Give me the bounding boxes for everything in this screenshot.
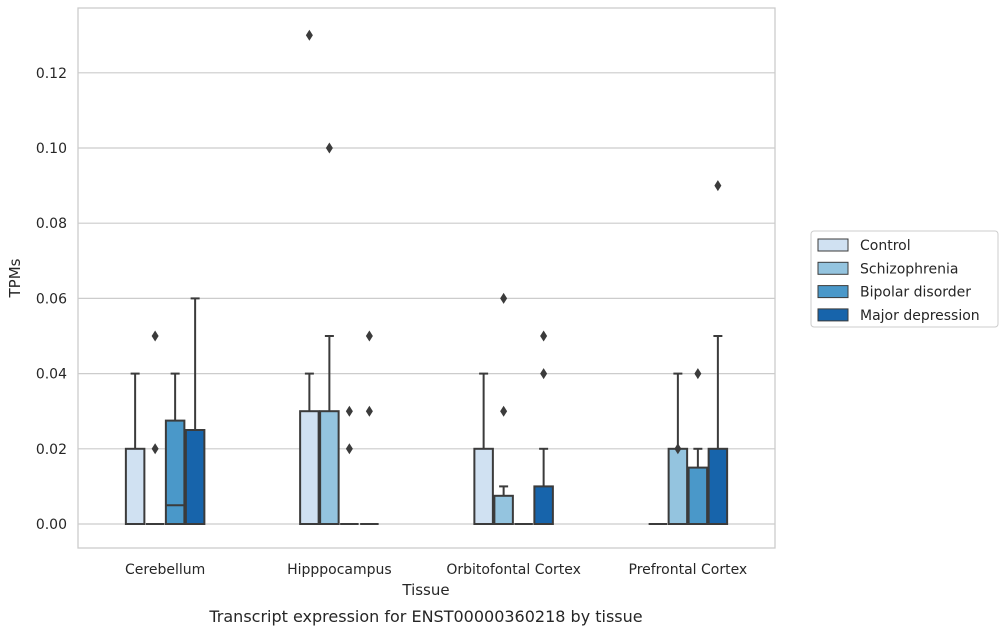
boxes <box>124 29 729 526</box>
plot-frame <box>77 7 776 549</box>
legend-label: Schizophrenia <box>860 261 958 277</box>
figure-caption: Transcript expression for ENST0000036021… <box>208 607 642 626</box>
x-tick-label: Prefrontal Cortex <box>629 562 748 578</box>
y-tick-label: 0.00 <box>36 517 67 533</box>
box-control <box>473 372 494 525</box>
y-tick-label: 0.04 <box>36 367 67 383</box>
legend-label: Bipolar disorder <box>860 285 971 301</box>
box-schizophrenia <box>319 142 340 526</box>
outlier-point <box>674 443 682 455</box>
box-body <box>164 419 186 526</box>
y-axis-title: TPMs <box>6 258 24 298</box>
outlier-point <box>500 405 508 417</box>
x-tick-label: Cerebellum <box>125 562 205 578</box>
box-body <box>667 447 689 525</box>
box-bipolar-disorder <box>164 372 186 526</box>
box-body <box>493 494 514 525</box>
box-body <box>707 447 729 525</box>
box-control <box>299 29 320 526</box>
outlier-point <box>365 330 373 342</box>
y-tick-label: 0.08 <box>36 216 67 232</box>
box-major-depression <box>533 330 554 525</box>
outlier-point <box>345 443 353 455</box>
legend-swatch <box>817 238 849 252</box>
y-tick-label: 0.12 <box>36 66 67 82</box>
outlier-point <box>694 368 702 380</box>
box-body <box>319 410 340 526</box>
legend-label: Control <box>860 238 911 254</box>
legend: Control Schizophrenia Bipolar disorder Majo… <box>810 230 999 328</box>
legend-label: Major depression <box>860 308 980 324</box>
outlier-point <box>325 142 333 154</box>
outlier-point <box>151 443 159 455</box>
outlier-point <box>151 330 159 342</box>
box-bipolar-disorder <box>687 368 709 526</box>
box-major-depression <box>184 297 206 525</box>
outlier-point <box>365 405 373 417</box>
box-body <box>473 447 494 525</box>
legend-frame <box>810 230 999 328</box>
legend-swatch <box>817 308 849 322</box>
legend-swatch <box>817 285 849 299</box>
box-schizophrenia <box>145 330 165 525</box>
outlier-point <box>540 330 548 342</box>
y-tick-label: 0.02 <box>36 442 67 458</box>
outlier-point <box>500 292 508 304</box>
y-tick-labels: 0.00 0.02 0.04 0.06 0.08 0.10 0.12 <box>36 66 67 533</box>
box-major-depression <box>707 180 729 525</box>
box-bipolar-disorder <box>340 405 359 525</box>
box-schizophrenia <box>667 372 689 525</box>
legend-swatch <box>817 261 849 275</box>
box-body <box>184 429 206 525</box>
box-schizophrenia <box>493 292 514 525</box>
x-axis-title: Tissue <box>401 581 449 599</box>
box-body <box>124 447 146 525</box>
outlier-point <box>540 368 548 380</box>
y-tick-label: 0.06 <box>36 291 67 307</box>
outlier-point <box>305 29 313 41</box>
box-major-depression <box>360 330 379 525</box>
outlier-point <box>345 405 353 417</box>
outlier-point <box>714 180 722 192</box>
box-control <box>124 372 146 525</box>
box-body <box>687 466 709 526</box>
x-tick-label: Orbitofontal Cortex <box>446 562 581 578</box>
x-tick-label: Hipppocampus <box>287 562 392 578</box>
box-body <box>299 410 320 526</box>
y-tick-label: 0.10 <box>36 141 67 157</box>
x-tick-labels: Cerebellum Hipppocampus Orbitofontal Corte… <box>125 562 747 578</box>
box-body <box>533 485 554 525</box>
